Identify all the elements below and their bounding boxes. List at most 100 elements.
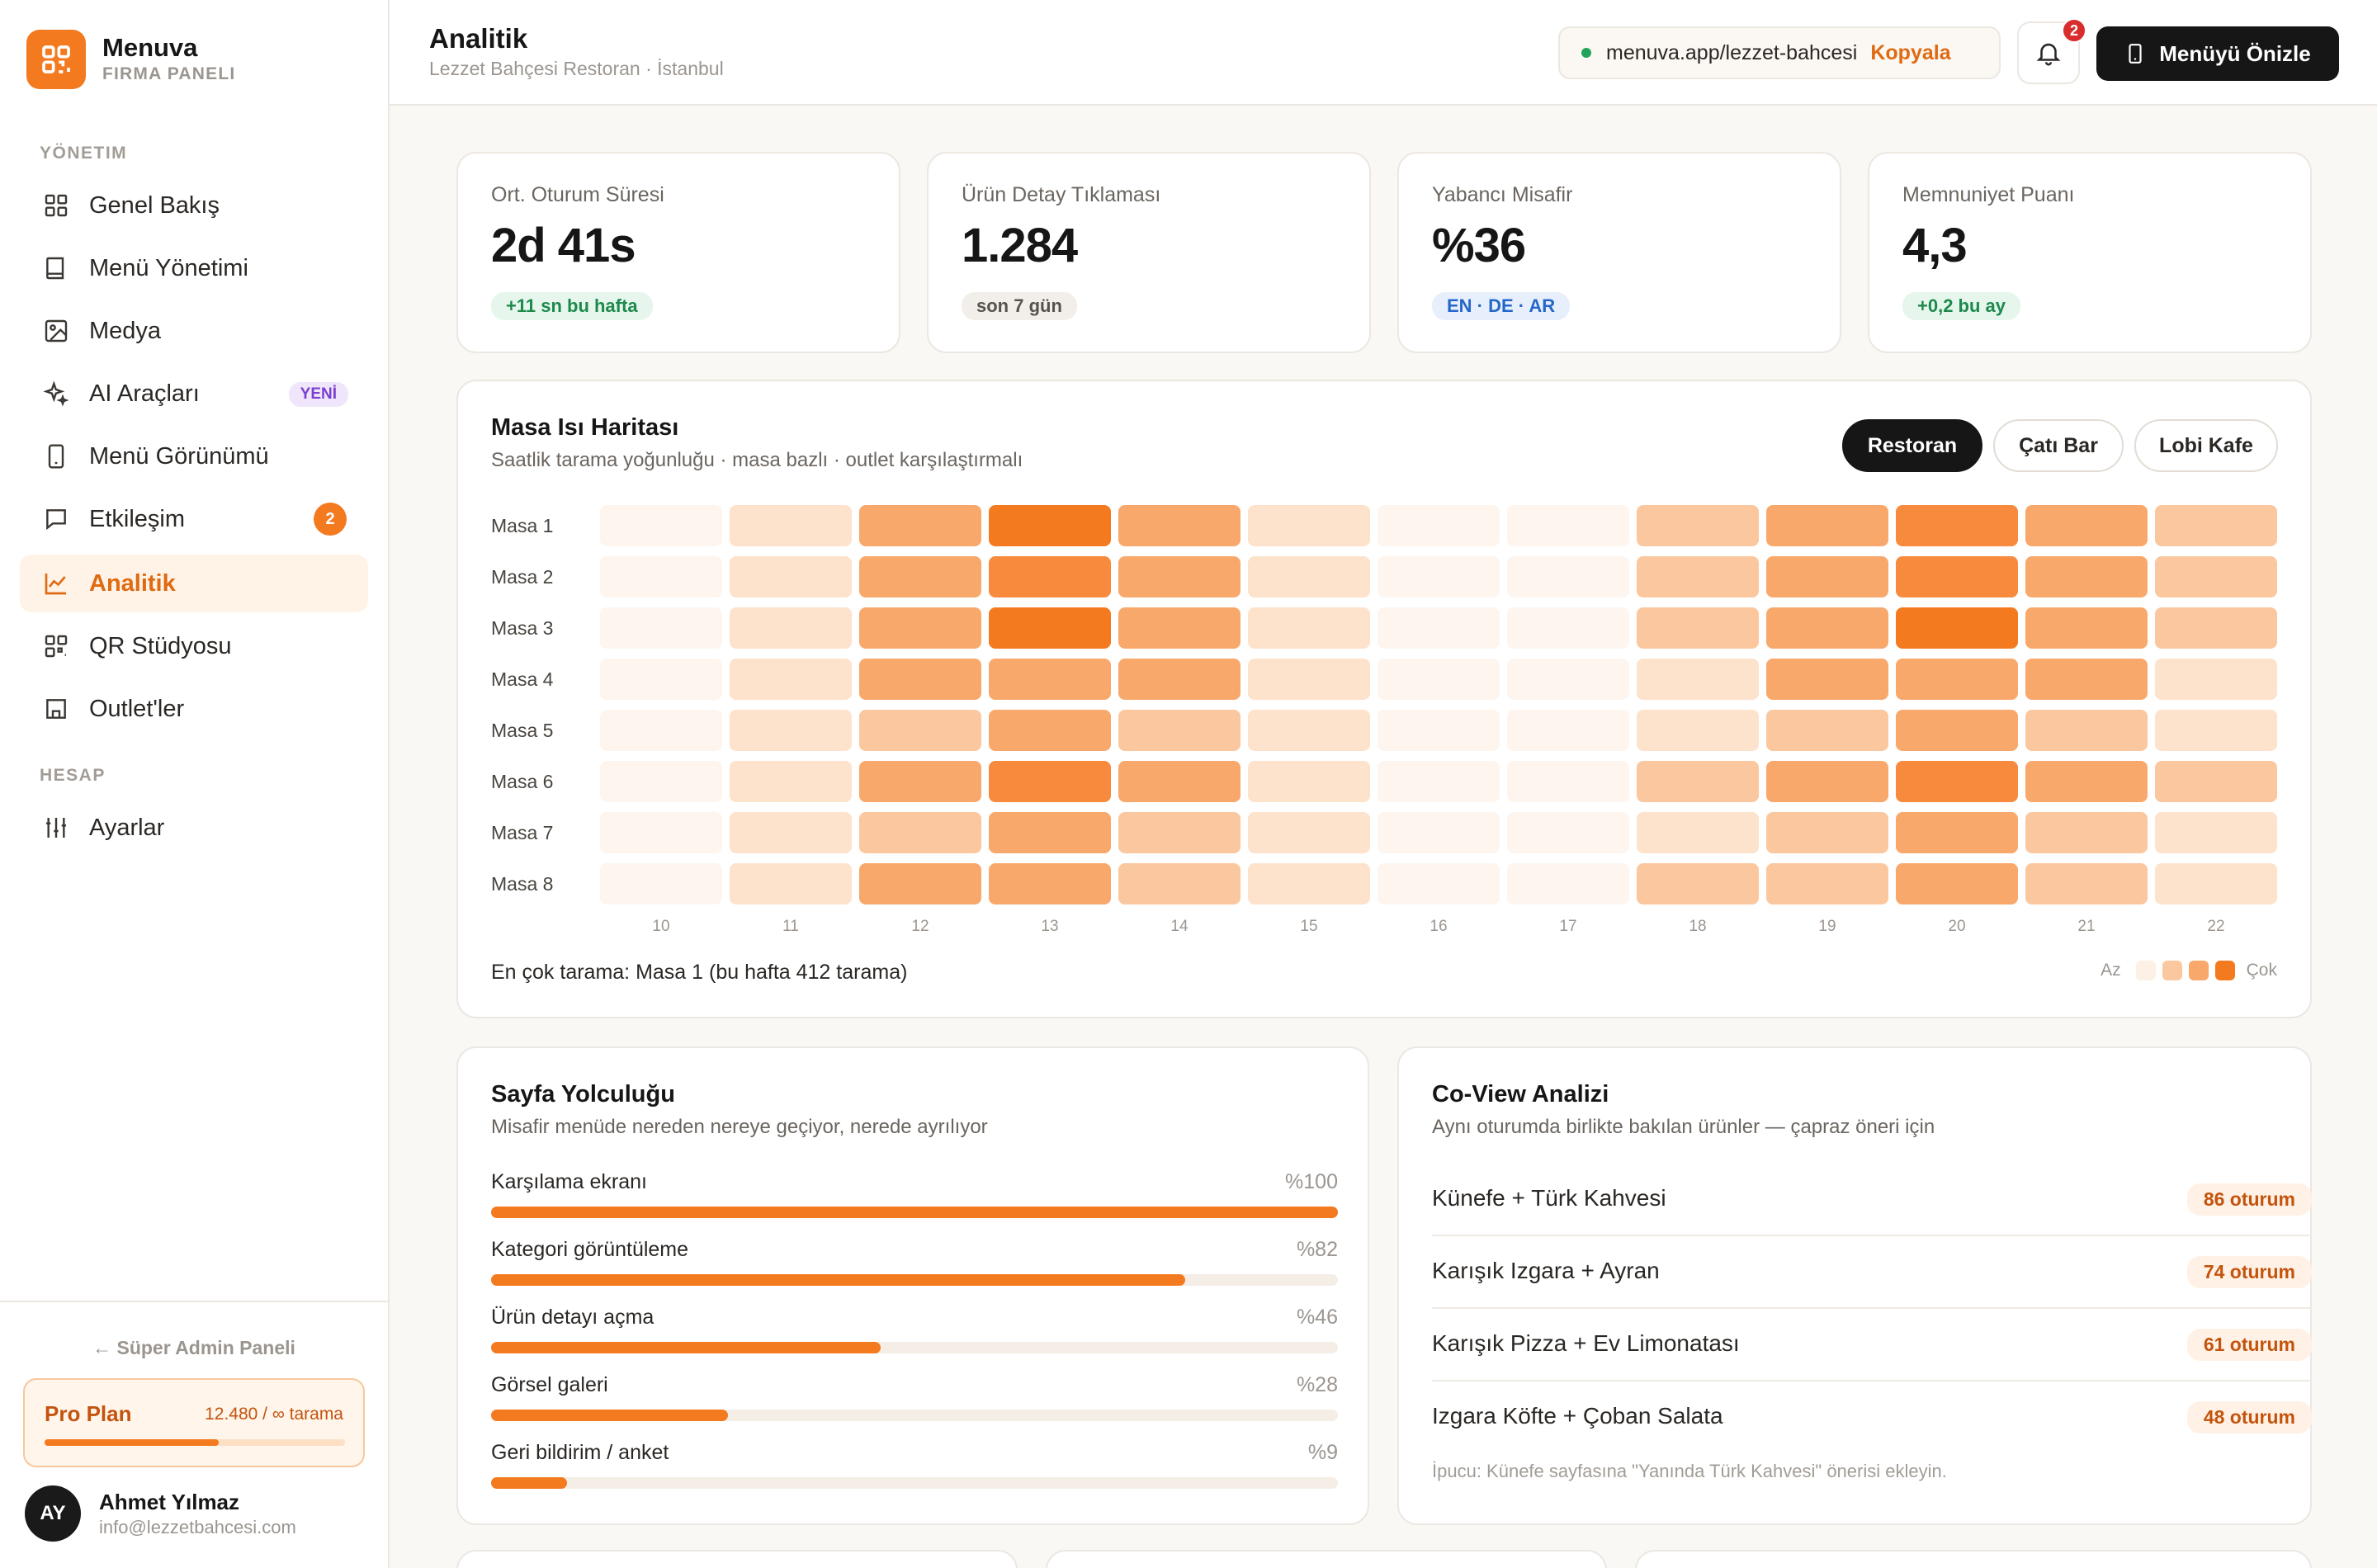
sidebar-item-engagement[interactable]: Etkileşim 2 [20, 490, 368, 548]
sidebar-item-ai-tools[interactable]: AI Araçları YENİ [20, 365, 368, 423]
heatmap-cell[interactable] [1248, 556, 1370, 597]
heatmap-cell[interactable] [1248, 659, 1370, 700]
heatmap-cell[interactable] [1896, 505, 2018, 546]
heatmap-cell[interactable] [1766, 607, 1888, 649]
heatmap-cell[interactable] [1378, 556, 1500, 597]
heatmap-cell[interactable] [600, 761, 722, 802]
heatmap-cell[interactable] [1766, 556, 1888, 597]
tab-lobi-kafe[interactable]: Lobi Kafe [2134, 419, 2278, 472]
heatmap-cell[interactable] [1507, 812, 1629, 853]
heatmap-cell[interactable] [2025, 505, 2148, 546]
heatmap-cell[interactable] [989, 863, 1111, 904]
sidebar-item-menu-management[interactable]: Menü Yönetimi [20, 239, 368, 297]
sidebar-item-outlets[interactable]: Outlet'ler [20, 680, 368, 738]
user-profile[interactable]: AY Ahmet Yılmaz info@lezzetbahcesi.com [25, 1485, 296, 1542]
heatmap-cell[interactable] [2155, 607, 2277, 649]
heatmap-cell[interactable] [989, 556, 1111, 597]
heatmap-cell[interactable] [1248, 812, 1370, 853]
heatmap-cell[interactable] [730, 505, 852, 546]
heatmap-cell[interactable] [1896, 659, 2018, 700]
copy-url-button[interactable]: Kopyala [1870, 40, 1951, 64]
heatmap-cell[interactable] [1378, 710, 1500, 751]
sidebar-item-overview[interactable]: Genel Bakış [20, 177, 368, 234]
heatmap-cell[interactable] [859, 710, 981, 751]
heatmap-cell[interactable] [2155, 659, 2277, 700]
heatmap-cell[interactable] [1507, 710, 1629, 751]
heatmap-cell[interactable] [1637, 659, 1759, 700]
coview-pair-row[interactable]: Izgara Köfte + Çoban Salata 48 oturum [1432, 1381, 2312, 1454]
heatmap-cell[interactable] [1378, 505, 1500, 546]
heatmap-cell[interactable] [1896, 761, 2018, 802]
sidebar-item-qr-studio[interactable]: QR Stüdyosu [20, 617, 368, 675]
heatmap-cell[interactable] [1896, 556, 2018, 597]
heatmap-cell[interactable] [1118, 607, 1240, 649]
heatmap-cell[interactable] [2025, 710, 2148, 751]
heatmap-cell[interactable] [1766, 812, 1888, 853]
heatmap-cell[interactable] [600, 863, 722, 904]
heatmap-cell[interactable] [1378, 659, 1500, 700]
heatmap-cell[interactable] [1248, 863, 1370, 904]
heatmap-cell[interactable] [730, 556, 852, 597]
heatmap-cell[interactable] [859, 863, 981, 904]
heatmap-cell[interactable] [1118, 761, 1240, 802]
heatmap-cell[interactable] [1378, 761, 1500, 802]
heatmap-cell[interactable] [2155, 710, 2277, 751]
heatmap-cell[interactable] [989, 761, 1111, 802]
heatmap-cell[interactable] [1507, 607, 1629, 649]
heatmap-cell[interactable] [1118, 710, 1240, 751]
heatmap-cell[interactable] [1766, 659, 1888, 700]
super-admin-link[interactable]: ← Süper Admin Paneli [92, 1337, 295, 1358]
sidebar-item-menu-view[interactable]: Menü Görünümü [20, 427, 368, 485]
heatmap-cell[interactable] [1507, 761, 1629, 802]
sidebar-item-media[interactable]: Medya [20, 302, 368, 360]
heatmap-cell[interactable] [1118, 863, 1240, 904]
heatmap-cell[interactable] [1766, 761, 1888, 802]
heatmap-cell[interactable] [600, 505, 722, 546]
heatmap-cell[interactable] [989, 659, 1111, 700]
heatmap-cell[interactable] [1118, 659, 1240, 700]
heatmap-cell[interactable] [1896, 710, 2018, 751]
heatmap-cell[interactable] [989, 505, 1111, 546]
heatmap-cell[interactable] [2025, 761, 2148, 802]
brand[interactable]: Menuva FIRMA PANELI [26, 30, 235, 89]
heatmap-cell[interactable] [1507, 505, 1629, 546]
heatmap-cell[interactable] [1248, 710, 1370, 751]
heatmap-cell[interactable] [1118, 556, 1240, 597]
heatmap-cell[interactable] [989, 812, 1111, 853]
heatmap-cell[interactable] [1248, 505, 1370, 546]
sidebar-item-settings[interactable]: Ayarlar [20, 799, 368, 857]
heatmap-cell[interactable] [1378, 812, 1500, 853]
heatmap-cell[interactable] [2025, 659, 2148, 700]
heatmap-cell[interactable] [859, 659, 981, 700]
heatmap-cell[interactable] [2155, 812, 2277, 853]
heatmap-cell[interactable] [730, 761, 852, 802]
heatmap-cell[interactable] [1378, 863, 1500, 904]
heatmap-cell[interactable] [1637, 812, 1759, 853]
heatmap-cell[interactable] [1637, 710, 1759, 751]
heatmap-cell[interactable] [1896, 863, 2018, 904]
notifications-button[interactable]: 2 [2017, 18, 2086, 84]
heatmap-cell[interactable] [600, 659, 722, 700]
heatmap-cell[interactable] [989, 607, 1111, 649]
coview-pair-row[interactable]: Karışık Izgara + Ayran 74 oturum [1432, 1236, 2312, 1309]
heatmap-cell[interactable] [2025, 812, 2148, 853]
heatmap-cell[interactable] [2155, 505, 2277, 546]
heatmap-cell[interactable] [1637, 761, 1759, 802]
heatmap-cell[interactable] [730, 812, 852, 853]
heatmap-cell[interactable] [1896, 607, 2018, 649]
heatmap-cell[interactable] [600, 812, 722, 853]
heatmap-cell[interactable] [2025, 607, 2148, 649]
heatmap-cell[interactable] [1507, 556, 1629, 597]
heatmap-cell[interactable] [1637, 607, 1759, 649]
heatmap-cell[interactable] [1118, 812, 1240, 853]
heatmap-cell[interactable] [1118, 505, 1240, 546]
heatmap-cell[interactable] [600, 556, 722, 597]
heatmap-cell[interactable] [989, 710, 1111, 751]
heatmap-cell[interactable] [1248, 761, 1370, 802]
heatmap-cell[interactable] [1637, 505, 1759, 546]
heatmap-cell[interactable] [1248, 607, 1370, 649]
heatmap-cell[interactable] [2155, 761, 2277, 802]
heatmap-cell[interactable] [2155, 863, 2277, 904]
heatmap-cell[interactable] [1637, 863, 1759, 904]
heatmap-cell[interactable] [1766, 863, 1888, 904]
